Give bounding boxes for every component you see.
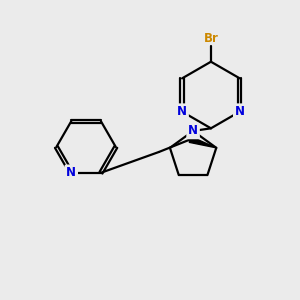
Polygon shape xyxy=(189,137,216,148)
Text: N: N xyxy=(235,105,245,118)
Text: N: N xyxy=(177,105,187,118)
Text: N: N xyxy=(188,124,198,137)
Text: N: N xyxy=(66,166,76,179)
Text: Br: Br xyxy=(203,32,218,45)
